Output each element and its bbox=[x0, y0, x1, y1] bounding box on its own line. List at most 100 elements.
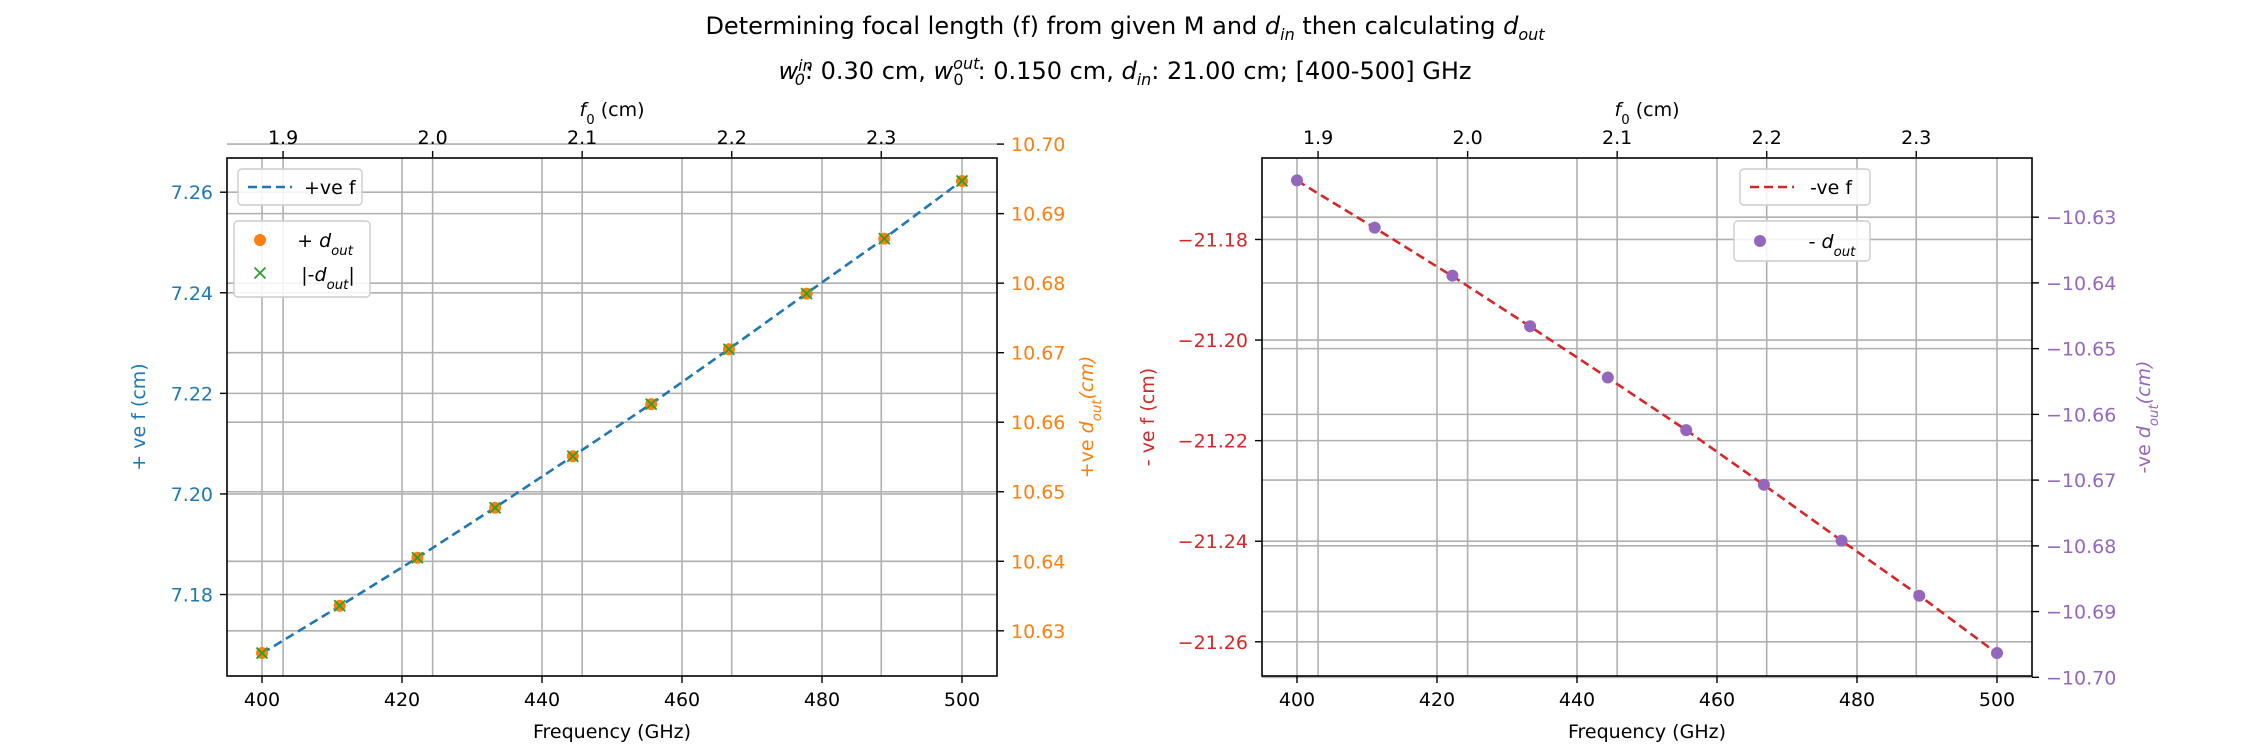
top-x-tick-label: 2.0 bbox=[1453, 127, 1483, 149]
series-point-dout bbox=[1680, 424, 1693, 437]
series-point-abs-dout bbox=[800, 287, 813, 300]
x-tick-label: 400 bbox=[1279, 689, 1315, 711]
plot-frame bbox=[1261, 157, 2033, 677]
series-point-dout bbox=[1446, 269, 1459, 282]
right-y-axis-label: -ve dout(cm) bbox=[2133, 361, 2162, 474]
top-x-tick-label: 2.2 bbox=[1752, 127, 1782, 149]
left-y-tick-label: 7.24 bbox=[171, 283, 213, 305]
right-y-tick-label: −10.70 bbox=[2046, 667, 2116, 689]
right-y-tick-label: −10.68 bbox=[2046, 536, 2116, 558]
series-point-dout bbox=[1991, 646, 2003, 659]
grid-lines bbox=[227, 143, 997, 676]
series-line-f bbox=[1296, 179, 1998, 655]
legend-swatch-dout bbox=[1754, 235, 1766, 247]
right-y-tick-label: −10.64 bbox=[2046, 273, 2116, 295]
series-line-f bbox=[261, 179, 963, 655]
x-tick-label: 420 bbox=[1419, 689, 1455, 711]
top-x-tick-label: 2.1 bbox=[567, 127, 597, 149]
x-tick-label: 480 bbox=[1839, 689, 1875, 711]
right-y-tick-label: 10.69 bbox=[1011, 204, 1065, 226]
series-point-abs-dout bbox=[488, 501, 502, 514]
x-tick-label: 440 bbox=[524, 689, 560, 711]
legend-swatch-abs-dout bbox=[253, 266, 267, 280]
series-point-abs-dout bbox=[333, 599, 346, 612]
legend-box bbox=[1733, 220, 1871, 262]
top-x-tick-label: 2.3 bbox=[866, 127, 896, 149]
series-point-dout bbox=[1835, 534, 1848, 547]
left-y-tick-label: 7.18 bbox=[171, 585, 213, 607]
series-point-dout bbox=[1601, 371, 1614, 384]
legend-label-abs-dout: |-dout| bbox=[301, 264, 355, 293]
legend-swatch-dout bbox=[254, 234, 266, 246]
series-point-abs-dout bbox=[411, 551, 424, 564]
right-y-tick-label: 10.63 bbox=[1011, 621, 1065, 643]
left-y-tick-label: 7.20 bbox=[171, 484, 213, 506]
x-tick-label: 460 bbox=[1699, 689, 1735, 711]
left-y-axis-label: + ve f (cm) bbox=[128, 363, 150, 470]
x-tick-label: 420 bbox=[384, 689, 420, 711]
legend-label-f: -ve f bbox=[1810, 177, 1853, 199]
series-point-abs-dout bbox=[955, 174, 969, 188]
right-y-tick-label: 10.66 bbox=[1011, 412, 1065, 434]
right-y-tick-label: 10.70 bbox=[1011, 134, 1065, 156]
right-y-tick-label: 10.67 bbox=[1011, 343, 1065, 365]
top-x-axis-label: f0 (cm) bbox=[580, 99, 645, 128]
right-y-tick-label: 10.65 bbox=[1011, 482, 1065, 504]
left-y-tick-label: −21.22 bbox=[1178, 431, 1248, 453]
right-y-tick-label: −10.66 bbox=[2046, 404, 2116, 426]
left-y-tick-label: −21.24 bbox=[1178, 531, 1248, 553]
legend-label-f: +ve f bbox=[304, 177, 357, 199]
legend-box bbox=[237, 168, 363, 206]
x-tick-label: 480 bbox=[804, 689, 840, 711]
top-x-tick-label: 2.0 bbox=[418, 127, 448, 149]
right-y-tick-label: −10.69 bbox=[2046, 602, 2116, 624]
right-y-tick-label: −10.67 bbox=[2046, 470, 2116, 492]
series-point-abs-dout bbox=[645, 398, 658, 411]
x-tick-label: 500 bbox=[1979, 689, 2015, 711]
top-x-tick-label: 2.3 bbox=[1901, 127, 1931, 149]
top-x-axis-label: f0 (cm) bbox=[1615, 99, 1680, 128]
x-axis-label: Frequency (GHz) bbox=[533, 721, 691, 743]
left-chart-panel: 400 420 440 460 480 500 Frequency (GHz) 1.9 2.0 2… bbox=[128, 99, 1105, 743]
top-x-tick-label: 2.1 bbox=[1602, 127, 1632, 149]
right-y-tick-label: −10.65 bbox=[2046, 339, 2116, 361]
left-y-tick-label: 7.26 bbox=[171, 182, 213, 204]
x-tick-label: 500 bbox=[944, 689, 980, 711]
right-chart-panel: 400 420 440 460 480 500 Frequency (GHz) 1.9 2.0 2… bbox=[1137, 99, 2162, 743]
legend-dout: - dout bbox=[1733, 220, 1871, 262]
series-point-dout bbox=[1524, 320, 1537, 333]
left-y-tick-label: −21.26 bbox=[1178, 632, 1248, 654]
x-tick-label: 460 bbox=[664, 689, 700, 711]
right-y-tick-label: 10.68 bbox=[1011, 273, 1065, 295]
top-x-tick-label: 1.9 bbox=[268, 127, 298, 149]
legend-label-dout: + dout bbox=[297, 230, 354, 259]
series-point-abs-dout bbox=[566, 450, 579, 463]
top-x-tick-label: 1.9 bbox=[1303, 127, 1333, 149]
right-y-axis-label: +ve dout(cm) bbox=[1076, 356, 1105, 479]
figure-title-line-1: Determining focal length (f) from given … bbox=[705, 12, 1545, 44]
series-point-dout bbox=[1913, 589, 1926, 602]
x-axis-label: Frequency (GHz) bbox=[1568, 721, 1726, 743]
series-point-abs-dout bbox=[878, 232, 891, 245]
left-y-tick-label: −21.20 bbox=[1178, 330, 1248, 352]
figure-title-line-2: win0: 0.30 cm, wout0: 0.150 cm, din: 21.… bbox=[778, 53, 1472, 89]
legend-f: +ve f bbox=[237, 168, 363, 206]
series-point-abs-dout bbox=[722, 343, 736, 356]
left-y-tick-label: 7.22 bbox=[171, 383, 213, 405]
legend-box bbox=[1739, 168, 1871, 206]
top-x-tick-label: 2.2 bbox=[717, 127, 747, 149]
right-y-tick-label: 10.64 bbox=[1011, 551, 1065, 573]
legend-dout: + dout |-dout| bbox=[233, 220, 371, 298]
legend-box bbox=[233, 220, 371, 298]
plot-frame bbox=[226, 157, 998, 677]
legend-label-dout: - dout bbox=[1809, 231, 1857, 260]
figure-title: Determining focal length (f) from given … bbox=[0, 8, 2250, 98]
right-y-tick-label: −10.63 bbox=[2046, 207, 2116, 229]
legend-f: -ve f bbox=[1739, 168, 1871, 206]
left-y-tick-label: −21.18 bbox=[1178, 229, 1248, 251]
series-point-dout bbox=[1291, 174, 1303, 187]
series-point-dout bbox=[1757, 478, 1770, 491]
left-y-axis-label: - ve f (cm) bbox=[1137, 368, 1159, 466]
series-point-abs-dout bbox=[255, 646, 269, 660]
